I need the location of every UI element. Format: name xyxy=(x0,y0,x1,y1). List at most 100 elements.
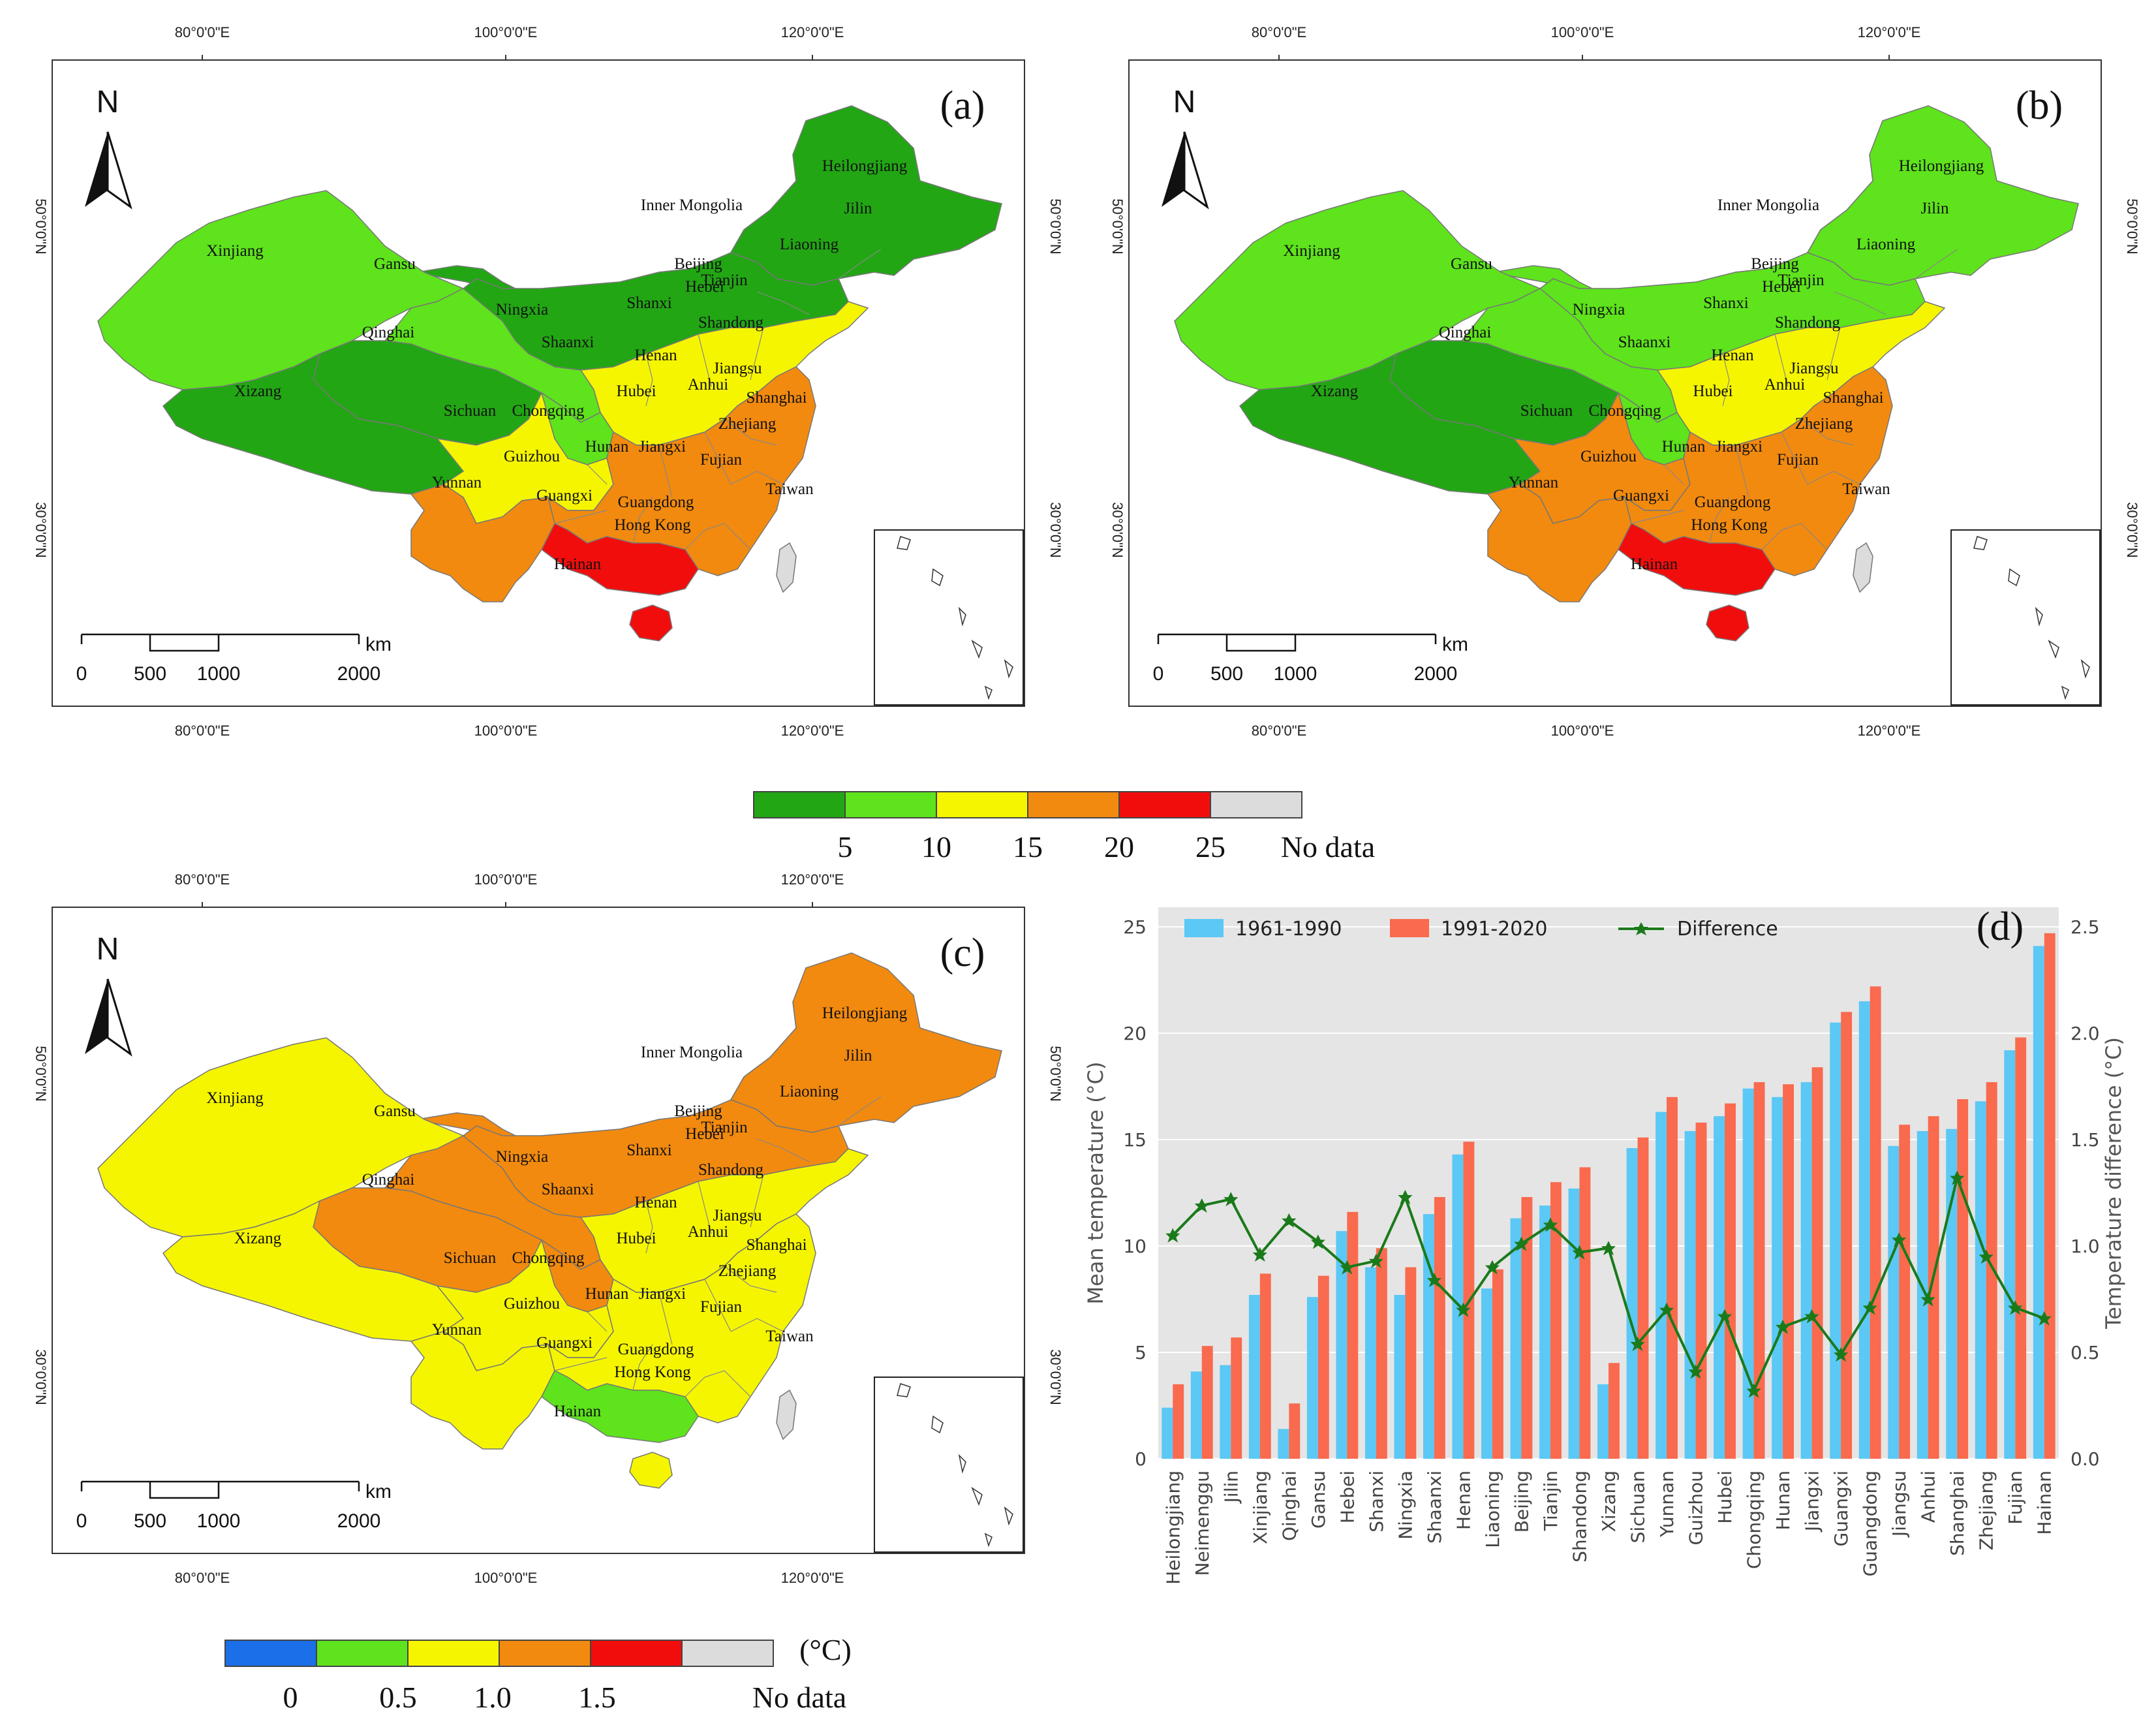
province-label-shaanxi: Shaanxi xyxy=(542,1181,594,1198)
bar-1991-2020 xyxy=(1753,1082,1765,1459)
province-label-shanghai: Shanghai xyxy=(746,389,807,407)
province-label-liaoning: Liaoning xyxy=(780,236,839,253)
chart-ylabel-left: Mean temperature (°C) xyxy=(1083,1062,1108,1305)
bar-1961-1990 xyxy=(1742,1088,1754,1459)
province-label-xinjiang: Xinjiang xyxy=(206,1089,264,1107)
province-label-anhui: Anhui xyxy=(688,376,729,394)
province-label-beijing: Beijing xyxy=(674,255,722,273)
province-label-guangxi: Guangxi xyxy=(536,1334,593,1352)
inset-islands xyxy=(1973,536,2090,700)
chart-xtick-label: Sichuan xyxy=(1627,1471,1649,1543)
bar-1961-1990 xyxy=(1975,1101,1986,1459)
chart-ytick-right: 0.5 xyxy=(2071,1342,2100,1363)
difference-point xyxy=(2037,1311,2052,1326)
difference-point xyxy=(1688,1364,1703,1379)
difference-point xyxy=(1920,1292,1935,1307)
temp-legend-swatch-red xyxy=(1118,791,1211,818)
lat-label-right: 50°0'0"N xyxy=(2124,198,2140,255)
chart-xtick-label: Hebei xyxy=(1336,1471,1358,1523)
province-label-inner-mongolia: Inner Mongolia xyxy=(1717,196,1819,214)
bar-1991-2020 xyxy=(1841,1012,1853,1459)
province-label-beijing: Beijing xyxy=(674,1102,722,1120)
north-arrow-right xyxy=(1183,131,1209,210)
province-label-liaoning: Liaoning xyxy=(1856,236,1916,253)
bar-1961-1990 xyxy=(1278,1429,1289,1459)
bar-1961-1990 xyxy=(1597,1384,1609,1459)
lon-label-top: 80°0'0"E xyxy=(175,24,230,40)
bar-1961-1990 xyxy=(1858,1001,1870,1459)
bar-1991-2020 xyxy=(1609,1363,1620,1459)
chart-xtick-label: Guangdong xyxy=(1860,1471,1881,1577)
chart-xtick-label: Jilin xyxy=(1220,1471,1242,1504)
province-label-gansu: Gansu xyxy=(1451,255,1492,273)
difference-point xyxy=(1426,1273,1441,1288)
south-china-sea-inset xyxy=(1950,529,2101,706)
lat-label-right: 30°0'0"N xyxy=(1047,502,1064,558)
difference-point xyxy=(1514,1236,1529,1251)
chart-ytick-left: 25 xyxy=(1123,916,1147,938)
bar-1991-2020 xyxy=(1347,1211,1359,1459)
chart-xtick-label: Chongqing xyxy=(1744,1471,1765,1569)
province-label-shandong: Shandong xyxy=(698,1161,764,1179)
province-label-yunnan: Yunnan xyxy=(1509,474,1559,491)
bar-1961-1990 xyxy=(1306,1297,1318,1459)
region-taiwan xyxy=(1853,542,1873,593)
bar-1991-2020 xyxy=(2015,1037,2027,1459)
province-label-xizang: Xizang xyxy=(234,382,282,400)
scale-tick-label: 2000 xyxy=(337,663,381,685)
scale-bar-line xyxy=(80,1480,360,1499)
scale-tick-label: 0 xyxy=(76,1510,87,1532)
province-label-shanghai: Shanghai xyxy=(1823,389,1883,407)
province-label-anhui: Anhui xyxy=(688,1223,729,1241)
province-label-hebei: Hebei xyxy=(685,1125,724,1143)
province-label-guangxi: Guangxi xyxy=(1613,487,1669,505)
temp-legend-swatch-yellow xyxy=(936,791,1028,818)
difference-point xyxy=(1368,1253,1383,1268)
province-label-ningxia: Ningxia xyxy=(496,301,549,319)
diff-legend-label: 1.0 xyxy=(474,1681,512,1712)
province-label-tianjin: Tianjin xyxy=(701,272,748,289)
province-label-jiangsu: Jiangsu xyxy=(713,360,763,377)
province-label-yunnan: Yunnan xyxy=(432,1321,482,1339)
province-label-hunan: Hunan xyxy=(585,1285,629,1303)
lon-label-top: 100°0'0"E xyxy=(474,24,538,40)
province-label-xinjiang: Xinjiang xyxy=(206,242,264,260)
province-label-guizhou: Guizhou xyxy=(504,1295,561,1313)
bar-1991-2020 xyxy=(1725,1103,1736,1459)
bar-1961-1990 xyxy=(1510,1218,1522,1459)
province-borders xyxy=(554,249,882,550)
region-guangxi xyxy=(541,522,699,596)
lat-label-left: 30°0'0"N xyxy=(33,502,49,558)
difference-point xyxy=(1572,1245,1587,1260)
difference-point xyxy=(1804,1309,1819,1324)
bar-1991-2020 xyxy=(1811,1067,1823,1459)
bar-1961-1990 xyxy=(1800,1082,1812,1459)
map-panel-a: Heilongjiang Jilin Liaoning Inner Mongolia X… xyxy=(33,24,1064,739)
province-label-jiangxi: Jiangxi xyxy=(639,1285,686,1303)
scale-bar: 0 500 1000 2000 km xyxy=(76,633,392,685)
province-label-liaoning: Liaoning xyxy=(780,1083,839,1100)
chart-xtick-label: Neimenggu xyxy=(1192,1471,1213,1576)
bar-1961-1990 xyxy=(1539,1206,1550,1459)
difference-point xyxy=(1543,1217,1558,1232)
scale-bar: 0 500 1000 2000 km xyxy=(1153,633,1468,685)
chart-ytick-right: 1.5 xyxy=(2071,1129,2100,1151)
south-china-sea-inset xyxy=(874,1377,1024,1553)
province-label-anhui: Anhui xyxy=(1764,376,1806,394)
province-label-taiwan: Taiwan xyxy=(1842,480,1890,498)
chart-xtick-label: Jiangxi xyxy=(1802,1471,1823,1533)
province-label-fujian: Fujian xyxy=(1777,451,1819,469)
bar-1961-1990 xyxy=(1684,1130,1696,1459)
bar-1991-2020 xyxy=(1259,1273,1271,1459)
scale-tick-label: 500 xyxy=(134,1510,166,1532)
chart-xtick-label: Shaanxi xyxy=(1424,1471,1445,1544)
lat-label-left: 30°0'0"N xyxy=(33,1349,49,1405)
chart-ytick-left: 20 xyxy=(1123,1023,1147,1044)
chart-xtick-label: Shandong xyxy=(1569,1471,1590,1563)
temp-legend-label: 15 xyxy=(1013,830,1043,864)
chart-xtick-label: Zhejiang xyxy=(1976,1471,1997,1550)
bar-1961-1990 xyxy=(1888,1145,1900,1459)
difference-point xyxy=(1659,1302,1674,1317)
region-taiwan xyxy=(776,1389,797,1440)
temp-legend-swatch-light_green xyxy=(844,791,937,818)
